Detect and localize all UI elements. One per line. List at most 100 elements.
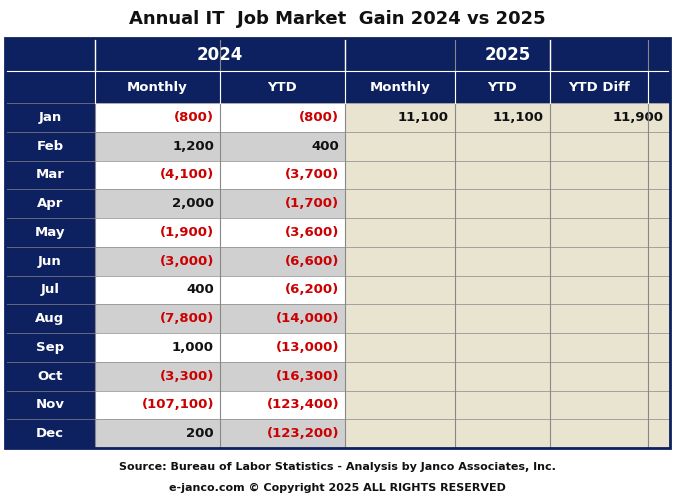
- Text: Sep: Sep: [36, 341, 64, 354]
- Text: YTD: YTD: [487, 80, 517, 94]
- Bar: [220, 103, 345, 132]
- Bar: [220, 218, 345, 247]
- Bar: [95, 103, 220, 132]
- Bar: [95, 276, 220, 304]
- Bar: [5, 419, 95, 448]
- Text: (800): (800): [299, 111, 339, 124]
- Text: YTD: YTD: [267, 80, 298, 94]
- Bar: [220, 419, 345, 448]
- Bar: [345, 304, 670, 333]
- Bar: [95, 304, 220, 333]
- Text: (4,100): (4,100): [160, 169, 214, 182]
- Bar: [345, 276, 670, 304]
- Text: 1,200: 1,200: [172, 140, 214, 152]
- Text: Aug: Aug: [35, 312, 65, 325]
- Bar: [95, 160, 220, 189]
- Bar: [95, 362, 220, 390]
- Text: Feb: Feb: [36, 140, 63, 152]
- Bar: [95, 132, 220, 160]
- Bar: [220, 247, 345, 276]
- Text: May: May: [34, 226, 65, 239]
- Text: Jan: Jan: [38, 111, 61, 124]
- Text: 2,000: 2,000: [172, 197, 214, 210]
- Text: (1,700): (1,700): [285, 197, 339, 210]
- Bar: [220, 276, 345, 304]
- Text: 11,100: 11,100: [493, 111, 544, 124]
- Text: Mar: Mar: [36, 169, 64, 182]
- Bar: [345, 189, 670, 218]
- Bar: [5, 247, 95, 276]
- Bar: [5, 218, 95, 247]
- Text: (16,300): (16,300): [275, 370, 339, 383]
- Bar: [220, 304, 345, 333]
- Text: Jun: Jun: [38, 255, 62, 268]
- Bar: [220, 390, 345, 419]
- Text: (1,900): (1,900): [160, 226, 214, 239]
- Text: (123,200): (123,200): [267, 427, 339, 440]
- Text: YTD Diff: YTD Diff: [568, 80, 630, 94]
- Text: Monthly: Monthly: [370, 80, 431, 94]
- Text: 400: 400: [311, 140, 339, 152]
- Bar: [5, 304, 95, 333]
- Text: (107,100): (107,100): [142, 398, 214, 411]
- Bar: [95, 189, 220, 218]
- Bar: [220, 132, 345, 160]
- Bar: [5, 160, 95, 189]
- Bar: [95, 390, 220, 419]
- Bar: [220, 160, 345, 189]
- Text: 11,100: 11,100: [398, 111, 449, 124]
- Text: (6,200): (6,200): [285, 283, 339, 296]
- Bar: [345, 218, 670, 247]
- Bar: [5, 132, 95, 160]
- Text: (800): (800): [174, 111, 214, 124]
- Text: Nov: Nov: [36, 398, 65, 411]
- Text: e-janco.com © Copyright 2025 ALL RIGHTS RESERVED: e-janco.com © Copyright 2025 ALL RIGHTS …: [169, 482, 506, 492]
- Bar: [345, 160, 670, 189]
- Text: 200: 200: [186, 427, 214, 440]
- Bar: [5, 189, 95, 218]
- Bar: [345, 247, 670, 276]
- Text: Oct: Oct: [37, 370, 63, 383]
- Bar: [5, 38, 670, 71]
- Text: 2024: 2024: [197, 45, 243, 63]
- Text: (6,600): (6,600): [285, 255, 339, 268]
- Bar: [345, 362, 670, 390]
- Text: 2025: 2025: [485, 45, 531, 63]
- Bar: [345, 103, 670, 132]
- Bar: [220, 189, 345, 218]
- Bar: [95, 333, 220, 362]
- Bar: [5, 276, 95, 304]
- Bar: [95, 419, 220, 448]
- Bar: [5, 38, 670, 448]
- Bar: [5, 103, 95, 132]
- Text: 1,000: 1,000: [172, 341, 214, 354]
- Text: (3,600): (3,600): [285, 226, 339, 239]
- Text: Jul: Jul: [40, 283, 59, 296]
- Bar: [345, 333, 670, 362]
- Text: Annual IT  Job Market  Gain 2024 vs 2025: Annual IT Job Market Gain 2024 vs 2025: [129, 10, 546, 28]
- Text: (3,700): (3,700): [285, 169, 339, 182]
- Bar: [220, 333, 345, 362]
- Bar: [220, 362, 345, 390]
- Bar: [5, 390, 95, 419]
- Bar: [95, 218, 220, 247]
- Text: (3,300): (3,300): [159, 370, 214, 383]
- Text: (3,000): (3,000): [159, 255, 214, 268]
- Bar: [5, 71, 670, 103]
- Text: 400: 400: [186, 283, 214, 296]
- Text: Dec: Dec: [36, 427, 64, 440]
- Bar: [345, 390, 670, 419]
- Bar: [345, 132, 670, 160]
- Text: Source: Bureau of Labor Statistics - Analysis by Janco Associates, Inc.: Source: Bureau of Labor Statistics - Ana…: [119, 462, 556, 472]
- Bar: [5, 333, 95, 362]
- Text: (13,000): (13,000): [275, 341, 339, 354]
- Bar: [5, 362, 95, 390]
- Text: (123,400): (123,400): [267, 398, 339, 411]
- Bar: [95, 247, 220, 276]
- Text: 11,900: 11,900: [613, 111, 664, 124]
- Text: (14,000): (14,000): [275, 312, 339, 325]
- Text: (7,800): (7,800): [160, 312, 214, 325]
- Text: Monthly: Monthly: [127, 80, 188, 94]
- Text: Apr: Apr: [37, 197, 63, 210]
- Bar: [345, 419, 670, 448]
